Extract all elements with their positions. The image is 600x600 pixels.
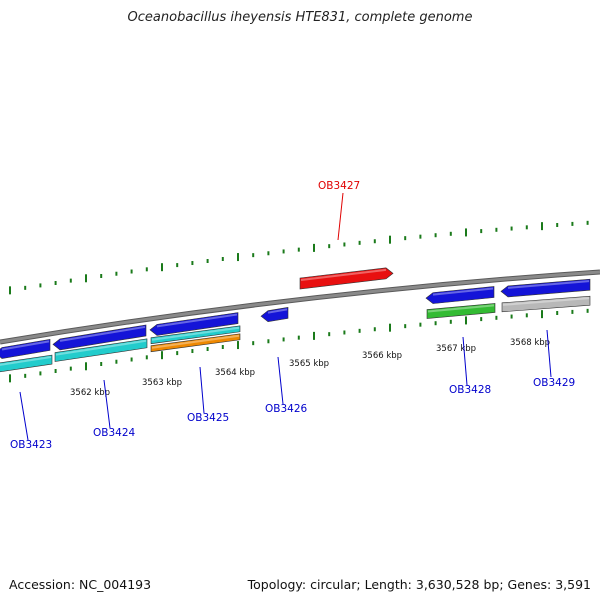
accession-text: Accession: NC_004193 <box>9 577 152 592</box>
scale-label: 3563 kbp <box>142 378 182 388</box>
gene-ob3424-shine <box>59 325 146 342</box>
gene-ob3423-shine <box>1 340 50 351</box>
scale-label: 3562 kbp <box>70 388 110 398</box>
gene-ob3429-shine <box>507 280 590 289</box>
rna-ob3423-shine <box>0 356 52 366</box>
rna-ob3425-shine <box>151 326 240 341</box>
scale-labels: 3562 kbp 3563 kbp 3564 kbp 3565 kbp 3566 kbp… <box>70 338 550 398</box>
leader-line <box>103 379 111 429</box>
rna-ob3428[interactable] <box>426 303 496 319</box>
leader-line <box>546 329 552 378</box>
gene-ob3423[interactable] <box>0 339 51 359</box>
gene-label: OB3426 <box>265 403 308 415</box>
gene-ob3425[interactable] <box>149 312 239 336</box>
gene-ob3425-shine <box>156 313 238 328</box>
gene-label: OB3428 <box>449 384 491 396</box>
backbone-line <box>0 270 600 344</box>
gene-labels: OB3423 OB3424 OB3425 OB3426 OB3427 OB3428 OB34… <box>10 180 575 451</box>
scale-label: 3566 kbp <box>362 351 402 361</box>
gene-label: OB3429 <box>533 377 575 389</box>
gene-label: OB3425 <box>187 412 229 424</box>
gene-ob3424[interactable] <box>52 324 147 351</box>
rna-ob3425-b-shine <box>151 334 240 349</box>
leader-line <box>462 336 468 386</box>
scale-label: 3565 kbp <box>289 359 329 369</box>
gene-ob3429[interactable] <box>500 278 591 298</box>
inner-tick-marks <box>9 308 589 383</box>
leader-line <box>199 366 205 414</box>
genome-summary-text: Topology: circular; Length: 3,630,528 bp… <box>247 577 591 592</box>
gene-ob3427[interactable] <box>299 267 394 290</box>
rna-ob3423[interactable] <box>0 354 53 373</box>
leader-line <box>19 391 29 441</box>
gene-features[interactable] <box>0 267 591 373</box>
pseudo-ob3429-shine <box>502 297 590 306</box>
outer-tick-marks <box>9 220 589 295</box>
gene-label: OB3427 <box>318 180 360 192</box>
gene-ob3428-shine <box>432 287 494 296</box>
scale-label: 3567 kbp <box>436 344 476 354</box>
rna-ob3428-shine <box>427 304 495 313</box>
gene-label: OB3423 <box>10 439 52 451</box>
pseudo-ob3429[interactable] <box>501 295 591 313</box>
gene-ob3427-shine <box>300 268 387 281</box>
gene-label: OB3424 <box>93 427 136 439</box>
gene-ob3428[interactable] <box>425 286 495 304</box>
genome-backbone <box>0 269 600 345</box>
gene-ob3426[interactable] <box>260 307 289 322</box>
rna-ob3424[interactable] <box>54 338 148 362</box>
leader-line <box>277 356 284 405</box>
map-title: Oceanobacillus iheyensis HTE831, complet… <box>127 10 473 25</box>
scale-label: 3568 kbp <box>510 338 550 348</box>
rna-ob3424-shine <box>55 339 147 356</box>
gene-ob3426-shine <box>267 308 288 314</box>
scale-label: 3564 kbp <box>215 368 255 378</box>
leader-line <box>337 192 344 241</box>
rna-ob3425-b[interactable] <box>150 333 241 353</box>
rna-ob3425[interactable] <box>150 325 241 345</box>
